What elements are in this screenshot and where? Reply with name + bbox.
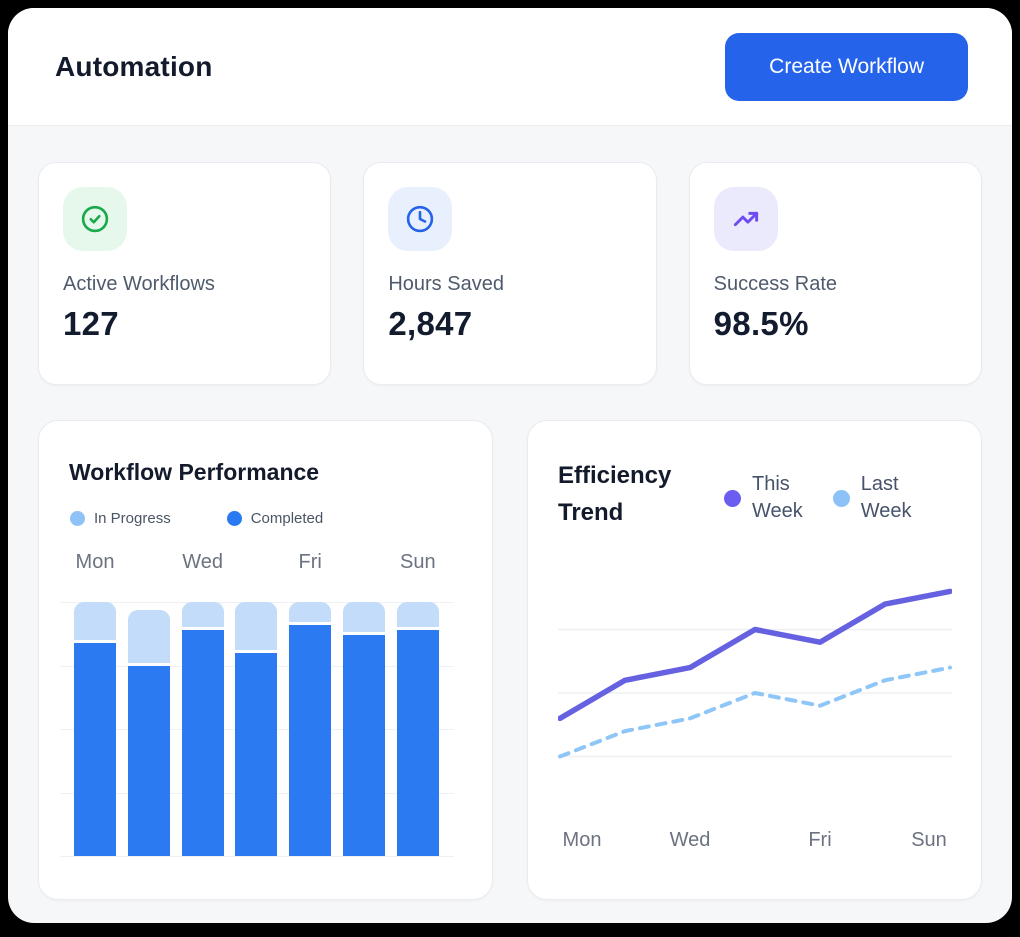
line-series-this-week: [558, 588, 952, 722]
stat-label: Success Rate: [713, 273, 838, 295]
last-week-legend-dot: [832, 489, 850, 507]
bar-segment-completed: [289, 624, 332, 856]
clock-icon: [388, 187, 453, 251]
legend-item-this-week[interactable]: This Week: [724, 471, 803, 525]
efficiency-trend-title: Efficiency Trend: [558, 457, 671, 531]
legend-label: This Week: [752, 473, 803, 522]
legend-label: Last Week: [860, 473, 912, 522]
bar-segment-in-progress: [396, 602, 439, 627]
x-axis-label: Mon: [75, 551, 115, 573]
x-axis-label: Sun: [400, 551, 436, 573]
dashboard-content: Active Workflows 127 Hours Saved 2,847: [8, 126, 1012, 900]
bar-segment-completed: [127, 665, 170, 856]
bar-segment-in-progress: [289, 602, 332, 622]
bar-fri: [289, 602, 332, 856]
legend-item-in-progress[interactable]: In Progress: [70, 510, 171, 527]
header: Automation Create Workflow: [8, 8, 1012, 126]
bar-chart-plot: [60, 602, 454, 857]
stat-card-active-workflows: Active Workflows 127: [38, 162, 332, 385]
bar-segment-completed: [235, 652, 278, 856]
x-axis-label: Fri: [298, 551, 322, 573]
bar-tue: [127, 609, 170, 856]
line-series-last-week: [558, 665, 952, 759]
completed-legend-dot: [226, 511, 242, 526]
stat-value: 127: [63, 305, 119, 342]
check-circle-icon: [63, 187, 127, 251]
bar-chart: Mon Wed Fri Sun: [60, 551, 454, 857]
x-axis-label: Sun: [911, 829, 947, 851]
bar-segment-completed: [74, 642, 116, 856]
stats-row: Active Workflows 127 Hours Saved 2,847: [38, 162, 982, 385]
bar-mon: [74, 602, 116, 856]
title-line-2: Trend: [558, 499, 624, 526]
line-chart-plot: [558, 588, 952, 759]
efficiency-trend-card: Efficiency Trend This Week Last: [527, 420, 982, 900]
stat-card-success-rate: Success Rate 98.5%: [688, 162, 982, 385]
bar-chart-legend: In Progress Completed: [70, 510, 323, 527]
trending-up-icon: [713, 187, 778, 251]
bar-sun: [396, 602, 439, 856]
bar-segment-in-progress: [74, 602, 116, 640]
bar-segment-in-progress: [235, 602, 278, 650]
x-axis-label: Fri: [808, 829, 832, 851]
bar-segment-in-progress: [127, 609, 170, 663]
charts-row: Workflow Performance In Progress Complet…: [38, 420, 982, 900]
x-axis-label: Wed: [182, 551, 223, 573]
legend-item-last-week[interactable]: Last Week: [832, 471, 912, 525]
workflow-performance-title: Workflow Performance: [69, 459, 320, 485]
bar-sat: [343, 602, 385, 856]
bar-segment-in-progress: [343, 602, 385, 633]
title-line-1: Efficiency: [558, 462, 672, 489]
this-week-legend-dot: [724, 489, 741, 507]
bar-segment-completed: [343, 635, 385, 856]
bar-segment-completed: [396, 629, 439, 856]
legend-item-completed[interactable]: Completed: [226, 510, 324, 527]
stat-label: Hours Saved: [388, 273, 504, 295]
stat-card-hours-saved: Hours Saved 2,847: [363, 162, 657, 385]
workflow-performance-card: Workflow Performance In Progress Complet…: [38, 420, 493, 900]
x-axis-label: Wed: [669, 829, 711, 851]
legend-label: Completed: [250, 510, 324, 527]
automation-dashboard: Automation Create Workflow Active Workfl…: [8, 8, 1012, 923]
stat-label: Active Workflows: [63, 273, 215, 295]
bar-chart-x-axis: Mon Wed Fri Sun: [60, 551, 454, 579]
stat-value: 2,847: [388, 305, 473, 342]
gridline: [60, 856, 454, 857]
bar-segment-completed: [181, 629, 224, 856]
line-chart-legend: This Week Last Week: [724, 471, 912, 525]
in-progress-legend-dot: [70, 511, 85, 526]
x-axis-label: Mon: [562, 829, 602, 851]
bar-segment-in-progress: [181, 602, 224, 627]
line-chart-x-axis: Mon Wed Fri Sun: [558, 829, 952, 855]
legend-label: In Progress: [94, 510, 171, 527]
page-title: Automation: [55, 50, 213, 82]
bar-wed: [181, 602, 224, 856]
bar-thu: [235, 602, 278, 856]
stat-value: 98.5%: [713, 305, 809, 342]
create-workflow-button[interactable]: Create Workflow: [725, 32, 968, 101]
